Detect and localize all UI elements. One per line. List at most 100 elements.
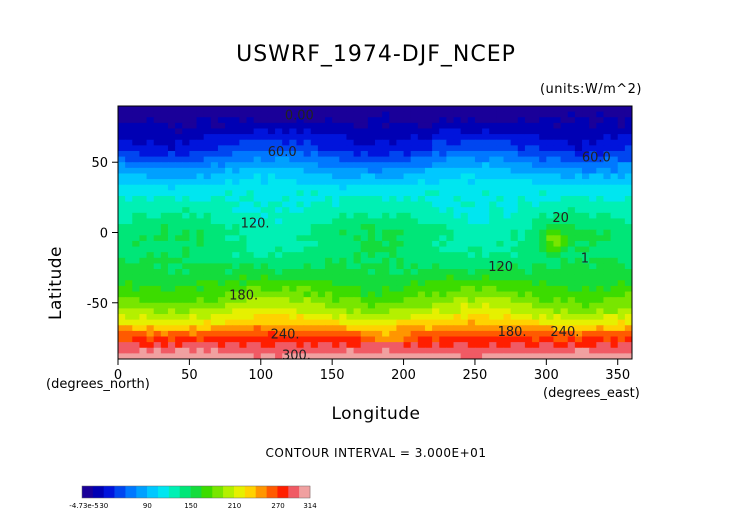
field-cell bbox=[489, 347, 497, 354]
field-cell bbox=[253, 139, 262, 146]
field-cell bbox=[267, 285, 276, 293]
field-cell bbox=[210, 302, 219, 309]
field-cell bbox=[310, 280, 319, 287]
field-cell bbox=[403, 190, 412, 197]
field-cell bbox=[139, 240, 148, 248]
field-cell bbox=[132, 156, 141, 163]
field-cell bbox=[203, 257, 212, 265]
field-cell bbox=[367, 291, 376, 298]
field-cell bbox=[332, 314, 340, 321]
field-cell bbox=[267, 212, 276, 220]
field-cell bbox=[424, 274, 433, 281]
field-cell bbox=[382, 274, 390, 281]
field-cell bbox=[367, 347, 376, 354]
field-cell bbox=[517, 201, 526, 208]
field-cell bbox=[296, 229, 305, 236]
field-cell bbox=[275, 218, 283, 225]
field-cell bbox=[503, 269, 512, 276]
field-cell bbox=[417, 122, 426, 130]
field-cell bbox=[275, 224, 283, 231]
field-cell bbox=[396, 212, 405, 220]
field-cell bbox=[139, 235, 148, 242]
field-cell bbox=[446, 173, 455, 180]
field-cell bbox=[446, 111, 455, 118]
field-cell bbox=[517, 285, 526, 293]
field-cell bbox=[596, 162, 605, 169]
field-cell bbox=[532, 297, 540, 304]
field-cell bbox=[460, 167, 469, 175]
field-cell bbox=[574, 184, 583, 191]
field-cell bbox=[589, 167, 597, 175]
field-cell bbox=[424, 218, 433, 225]
field-cell bbox=[589, 325, 597, 332]
field-cell bbox=[189, 128, 198, 135]
field-cell bbox=[146, 122, 155, 130]
field-cell bbox=[617, 201, 626, 208]
field-cell bbox=[189, 347, 198, 354]
field-cell bbox=[389, 106, 398, 113]
field-cell bbox=[232, 342, 240, 349]
field-cell bbox=[410, 184, 419, 191]
field-cell bbox=[482, 314, 490, 321]
field-cell bbox=[153, 353, 162, 359]
field-cell bbox=[467, 291, 476, 298]
field-cell bbox=[582, 106, 590, 113]
field-cell bbox=[189, 353, 198, 359]
contour-label: 120 bbox=[488, 260, 513, 275]
field-cell bbox=[375, 280, 383, 287]
field-cell bbox=[175, 269, 183, 276]
field-cell bbox=[246, 150, 255, 158]
field-cell bbox=[510, 319, 519, 326]
field-cell bbox=[310, 173, 319, 180]
field-cell bbox=[160, 302, 169, 309]
field-cell bbox=[482, 336, 490, 343]
field-cell bbox=[453, 150, 462, 158]
field-cell bbox=[132, 212, 141, 220]
field-cell bbox=[617, 134, 626, 141]
field-cell bbox=[496, 353, 505, 359]
field-cell bbox=[282, 106, 290, 113]
field-cell bbox=[167, 246, 176, 253]
field-cell bbox=[303, 201, 312, 208]
field-cell bbox=[246, 229, 255, 236]
field-cell bbox=[203, 336, 212, 343]
field-cell bbox=[303, 111, 312, 118]
field-cell bbox=[175, 184, 183, 191]
field-cell bbox=[317, 314, 326, 321]
field-cell bbox=[482, 173, 490, 180]
field-cell bbox=[553, 139, 562, 146]
field-cell bbox=[160, 139, 169, 146]
field-cell bbox=[403, 139, 412, 146]
field-cell bbox=[232, 212, 240, 220]
field-cell bbox=[267, 229, 276, 236]
field-cell bbox=[289, 128, 298, 135]
field-cell bbox=[167, 229, 176, 236]
field-cell bbox=[453, 162, 462, 169]
field-cell bbox=[524, 280, 533, 287]
field-cell bbox=[203, 218, 212, 225]
field-cell bbox=[246, 106, 255, 113]
field-cell bbox=[489, 235, 497, 242]
field-cell bbox=[460, 291, 469, 298]
field-cell bbox=[482, 353, 490, 359]
field-cell bbox=[125, 263, 133, 270]
field-cell bbox=[446, 218, 455, 225]
field-cell bbox=[296, 117, 305, 124]
field-cell bbox=[624, 280, 632, 287]
field-cell bbox=[489, 297, 497, 304]
field-cell bbox=[424, 117, 433, 124]
field-cell bbox=[396, 246, 405, 253]
field-cell bbox=[289, 145, 298, 152]
field-cell bbox=[225, 207, 233, 214]
field-cell bbox=[546, 319, 555, 326]
field-cell bbox=[396, 128, 405, 135]
field-cell bbox=[589, 145, 597, 152]
field-cell bbox=[203, 190, 212, 197]
field-cell bbox=[153, 145, 162, 152]
field-cell bbox=[125, 252, 133, 259]
field-cell bbox=[310, 195, 319, 203]
field-cell bbox=[267, 308, 276, 315]
field-cell bbox=[574, 330, 583, 338]
field-cell bbox=[460, 297, 469, 304]
field-cell bbox=[446, 212, 455, 220]
